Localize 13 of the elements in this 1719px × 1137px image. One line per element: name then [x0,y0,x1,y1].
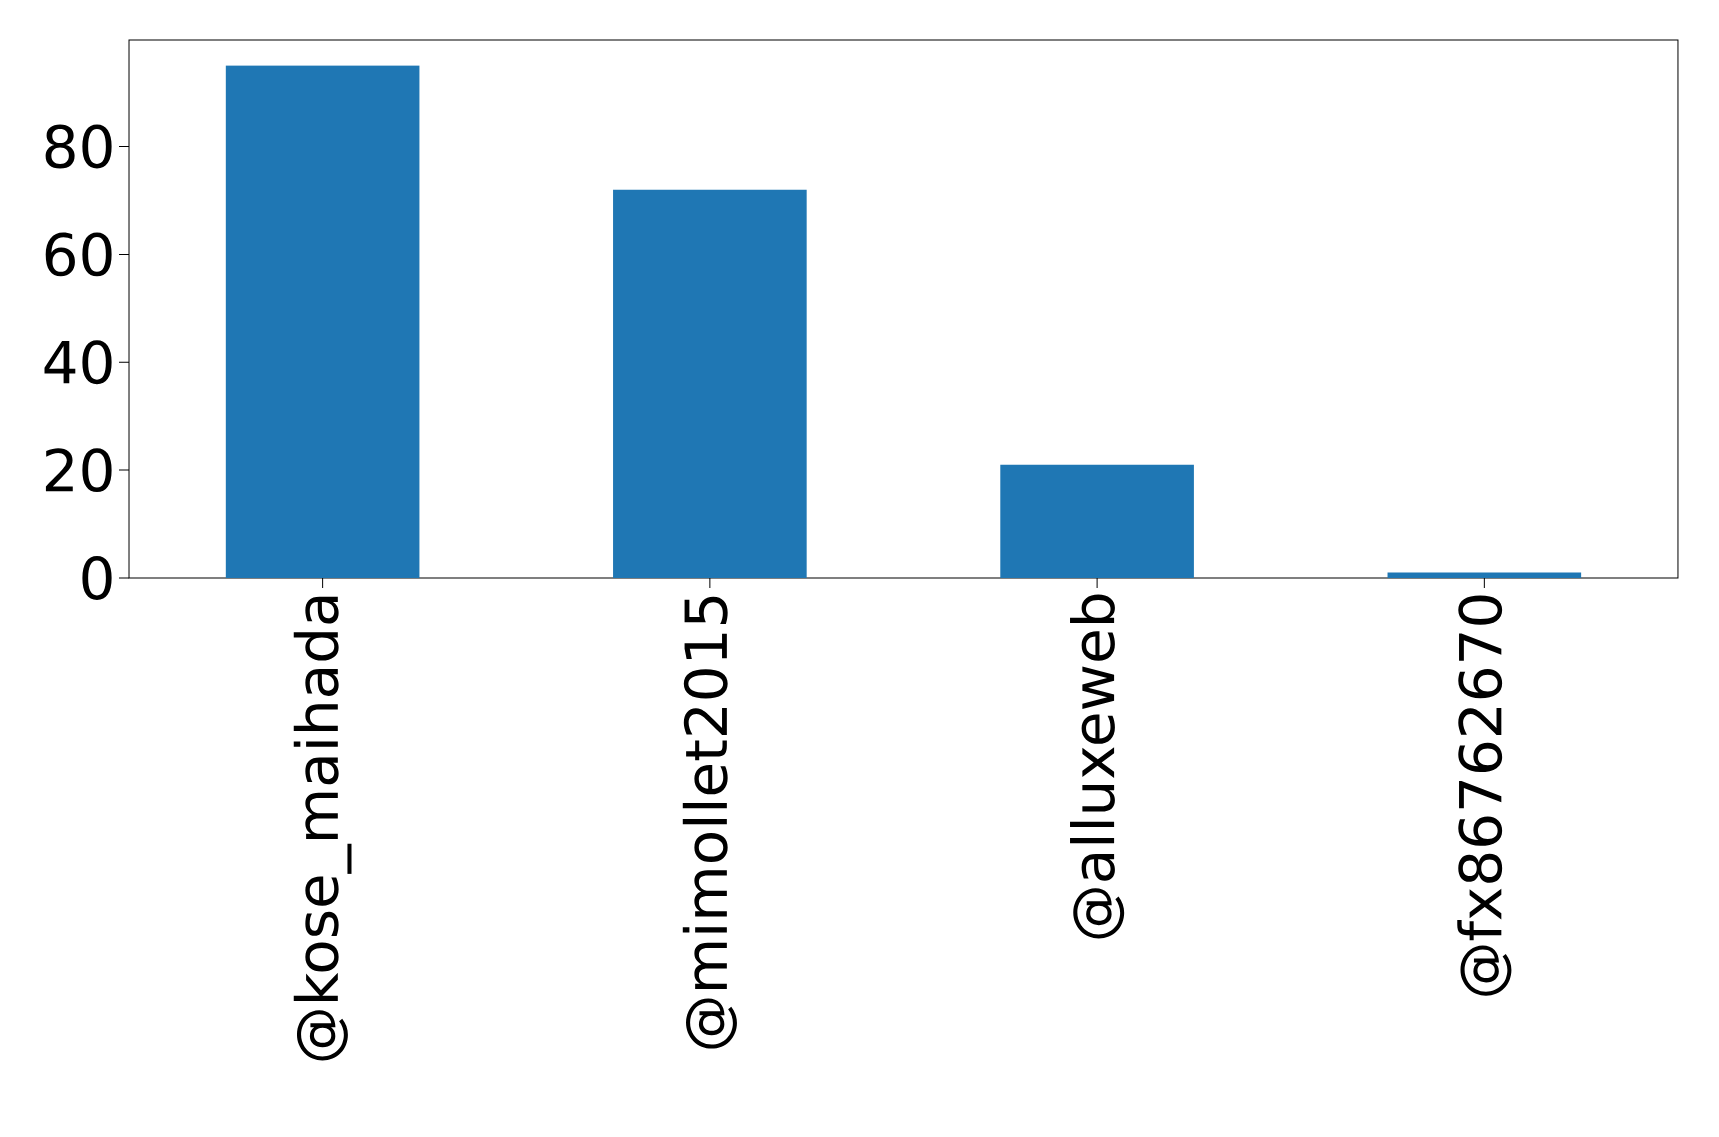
x-tick-label: @alluxeweb [1070,594,1125,939]
bar [1387,572,1582,578]
y-tick-label: 60 [45,232,112,277]
y-tick-label: 40 [44,340,112,385]
y-tick-label: 80 [45,124,112,169]
y-tick-label: 0 [82,556,112,600]
bar [1000,464,1194,578]
bar [225,65,420,578]
x-tick-label: @kose_maihada [293,596,352,1061]
x-tick-label: @mimollet2015 [682,596,737,1049]
bar [613,189,807,578]
y-tick-label: 20 [45,448,112,493]
x-tick-label: @fx86762670 [1457,595,1512,996]
